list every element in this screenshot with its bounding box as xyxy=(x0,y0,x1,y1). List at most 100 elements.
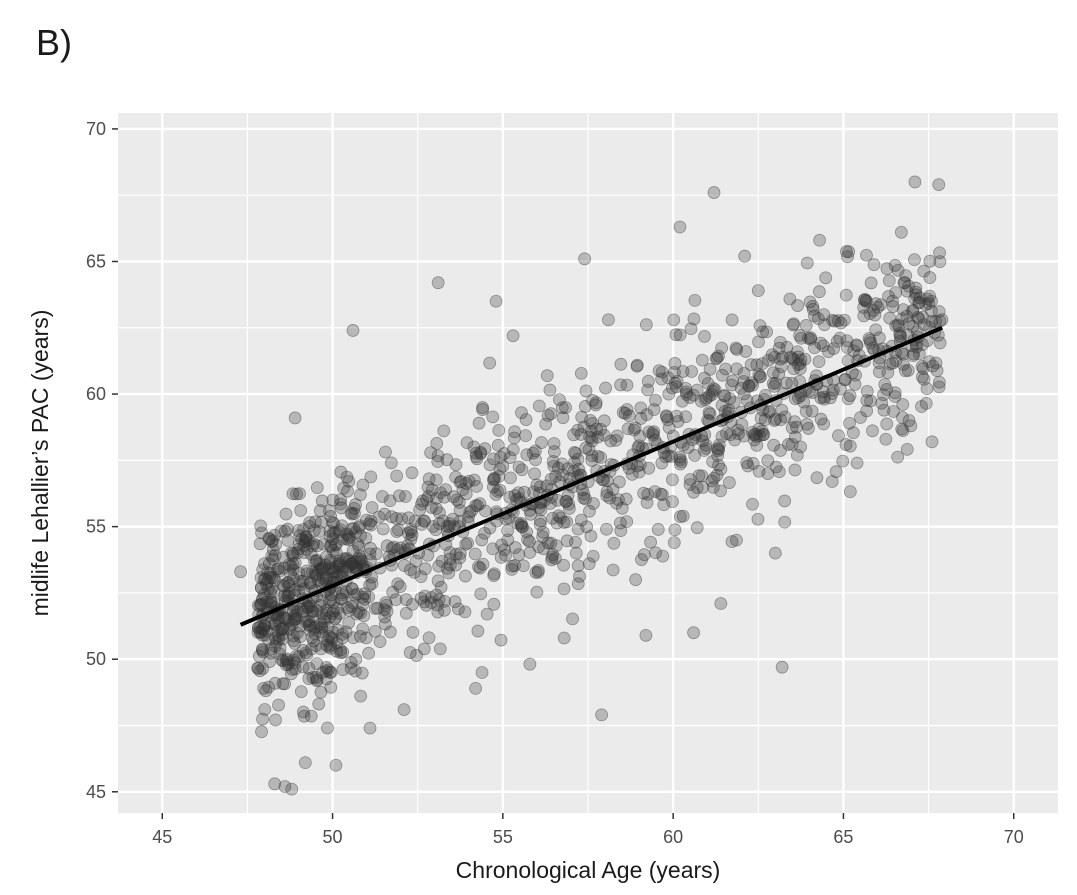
data-point xyxy=(585,431,599,445)
data-point xyxy=(422,631,436,645)
data-point xyxy=(273,647,287,661)
data-point xyxy=(349,555,363,568)
data-point xyxy=(274,524,288,538)
data-point xyxy=(272,629,286,643)
data-point xyxy=(917,318,931,331)
data-point xyxy=(533,480,547,494)
data-point xyxy=(330,546,343,560)
data-point xyxy=(277,621,290,635)
data-point xyxy=(332,556,346,570)
data-point xyxy=(556,468,570,482)
data-point xyxy=(575,410,589,424)
data-point xyxy=(508,425,521,439)
data-point xyxy=(559,401,572,414)
data-point xyxy=(654,487,668,501)
data-point xyxy=(345,556,359,570)
data-point xyxy=(768,414,781,427)
data-point xyxy=(640,496,654,509)
data-point xyxy=(646,426,659,440)
data-point xyxy=(291,546,304,560)
data-point xyxy=(841,250,854,264)
data-point xyxy=(296,605,310,619)
data-point xyxy=(648,433,662,447)
data-point xyxy=(788,430,802,444)
data-point xyxy=(711,444,725,458)
data-point xyxy=(740,456,754,470)
data-point xyxy=(313,557,327,571)
data-point xyxy=(673,510,687,524)
data-point xyxy=(594,422,608,436)
data-point xyxy=(453,547,467,560)
data-point xyxy=(333,607,346,620)
data-point xyxy=(915,359,929,373)
data-point xyxy=(268,528,282,542)
data-point xyxy=(529,565,543,579)
data-point xyxy=(837,313,851,327)
data-point xyxy=(816,339,830,353)
data-point xyxy=(486,410,500,424)
data-point xyxy=(322,640,336,654)
data-point xyxy=(356,590,370,604)
data-point xyxy=(395,512,409,526)
data-point xyxy=(352,540,366,554)
data-point xyxy=(315,515,328,529)
data-point xyxy=(707,186,721,199)
data-point xyxy=(467,473,481,487)
data-point xyxy=(725,313,739,327)
data-point xyxy=(718,404,732,418)
data-point xyxy=(302,672,316,685)
data-point xyxy=(447,490,460,504)
data-point xyxy=(886,356,900,370)
data-point xyxy=(613,475,626,489)
data-point xyxy=(459,477,473,490)
data-point xyxy=(253,537,267,551)
data-point xyxy=(600,485,614,499)
data-point xyxy=(415,497,428,511)
data-point xyxy=(552,393,566,407)
data-point xyxy=(894,330,908,344)
data-point xyxy=(353,549,367,563)
data-point xyxy=(544,407,558,421)
data-point xyxy=(913,291,927,305)
data-point xyxy=(453,551,467,565)
data-point xyxy=(589,398,603,412)
data-point xyxy=(251,621,265,634)
data-point xyxy=(256,563,270,577)
data-point xyxy=(661,413,675,427)
data-point xyxy=(323,529,337,543)
data-point xyxy=(649,546,662,560)
data-point xyxy=(635,553,648,566)
data-point xyxy=(442,520,456,533)
data-point xyxy=(255,628,269,642)
data-point xyxy=(902,414,916,427)
data-point xyxy=(703,362,717,376)
data-point xyxy=(324,638,337,652)
data-point xyxy=(628,421,642,435)
data-point xyxy=(478,442,492,456)
data-point xyxy=(887,405,900,418)
data-point xyxy=(294,602,308,616)
data-point xyxy=(896,398,910,411)
data-point xyxy=(536,525,550,539)
data-point xyxy=(272,564,286,578)
data-point xyxy=(889,286,903,299)
data-point xyxy=(892,319,906,333)
data-point xyxy=(572,462,586,476)
data-point xyxy=(473,561,487,575)
data-point xyxy=(436,514,450,528)
data-point xyxy=(347,521,361,535)
data-point xyxy=(923,254,937,268)
data-point xyxy=(330,636,344,650)
data-point xyxy=(577,487,591,501)
data-point xyxy=(932,178,946,191)
data-point xyxy=(712,349,725,363)
data-point xyxy=(816,385,830,399)
data-point xyxy=(277,561,291,575)
data-point xyxy=(555,401,569,415)
data-point xyxy=(917,372,931,386)
data-point xyxy=(728,433,742,447)
data-point xyxy=(544,536,558,550)
data-point xyxy=(571,452,585,466)
data-point xyxy=(433,506,446,520)
data-point xyxy=(473,497,487,511)
